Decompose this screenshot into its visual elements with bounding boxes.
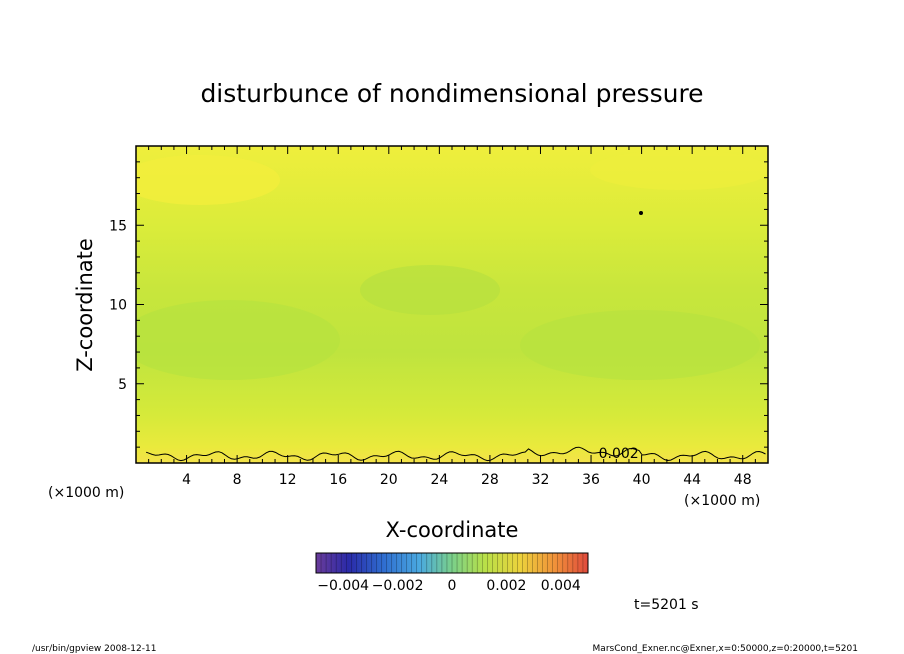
x-tick-label: 4: [182, 472, 191, 488]
x-tick-label: 40: [633, 472, 651, 488]
field-patch: [520, 310, 760, 380]
field-patches: [136, 150, 768, 380]
field-patch: [136, 300, 340, 380]
y-axis-label: Z-coordinate: [73, 238, 97, 372]
x-unit-right: (×1000 m): [684, 493, 760, 509]
field-patch: [360, 265, 500, 315]
minor-ticks: [136, 146, 768, 463]
contour-line: [145, 446, 766, 462]
x-tick-label: 20: [380, 472, 398, 488]
y-axis-ticks: 5 10 15: [109, 218, 768, 393]
y-tick-label: 10: [109, 298, 127, 314]
footer-right: MarsCond_Exner.nc@Exner,x=0:50000,z=0:20…: [593, 644, 858, 654]
colorbar-stripes: [320, 553, 584, 573]
x-tick-label: 32: [532, 472, 550, 488]
colorbar-tick-label: −0.004: [317, 578, 369, 594]
chart-title: disturbunce of nondimensional pressure: [200, 79, 703, 108]
footer-left: /usr/bin/gpview 2008-12-11: [32, 644, 156, 654]
y-tick-label: 15: [109, 218, 127, 234]
field-patch: [590, 150, 768, 190]
x-tick-label: 16: [329, 472, 347, 488]
x-unit-left: (×1000 m): [48, 485, 124, 501]
colorbar-tick-label: 0.004: [541, 578, 581, 594]
x-tick-label: 28: [481, 472, 499, 488]
x-tick-label: 8: [233, 472, 242, 488]
x-tick-label: 48: [734, 472, 752, 488]
colorbar-tick-label: 0.002: [486, 578, 526, 594]
colorbar-frame: [315, 552, 589, 574]
colorbar-tick-label: 0: [448, 578, 457, 594]
x-tick-label: 36: [582, 472, 600, 488]
x-tick-label: 24: [430, 472, 448, 488]
field-dot: [639, 211, 643, 215]
x-axis-label: X-coordinate: [386, 518, 519, 542]
x-axis-ticks: 4 8 12 16 20 24 28 32 36 40 44 48: [182, 146, 752, 488]
y-tick-label: 5: [118, 377, 127, 393]
field-patch: [136, 155, 280, 205]
x-tick-label: 12: [279, 472, 297, 488]
x-tick-label: 44: [683, 472, 701, 488]
colorbar: −0.004 −0.002 0 0.002 0.004: [315, 552, 589, 594]
time-label: t=5201 s: [634, 597, 699, 613]
colorbar-tick-label: −0.002: [372, 578, 424, 594]
contour-label: 0.002: [599, 446, 639, 462]
colorbar-tick-labels: −0.004 −0.002 0 0.002 0.004: [317, 578, 581, 594]
